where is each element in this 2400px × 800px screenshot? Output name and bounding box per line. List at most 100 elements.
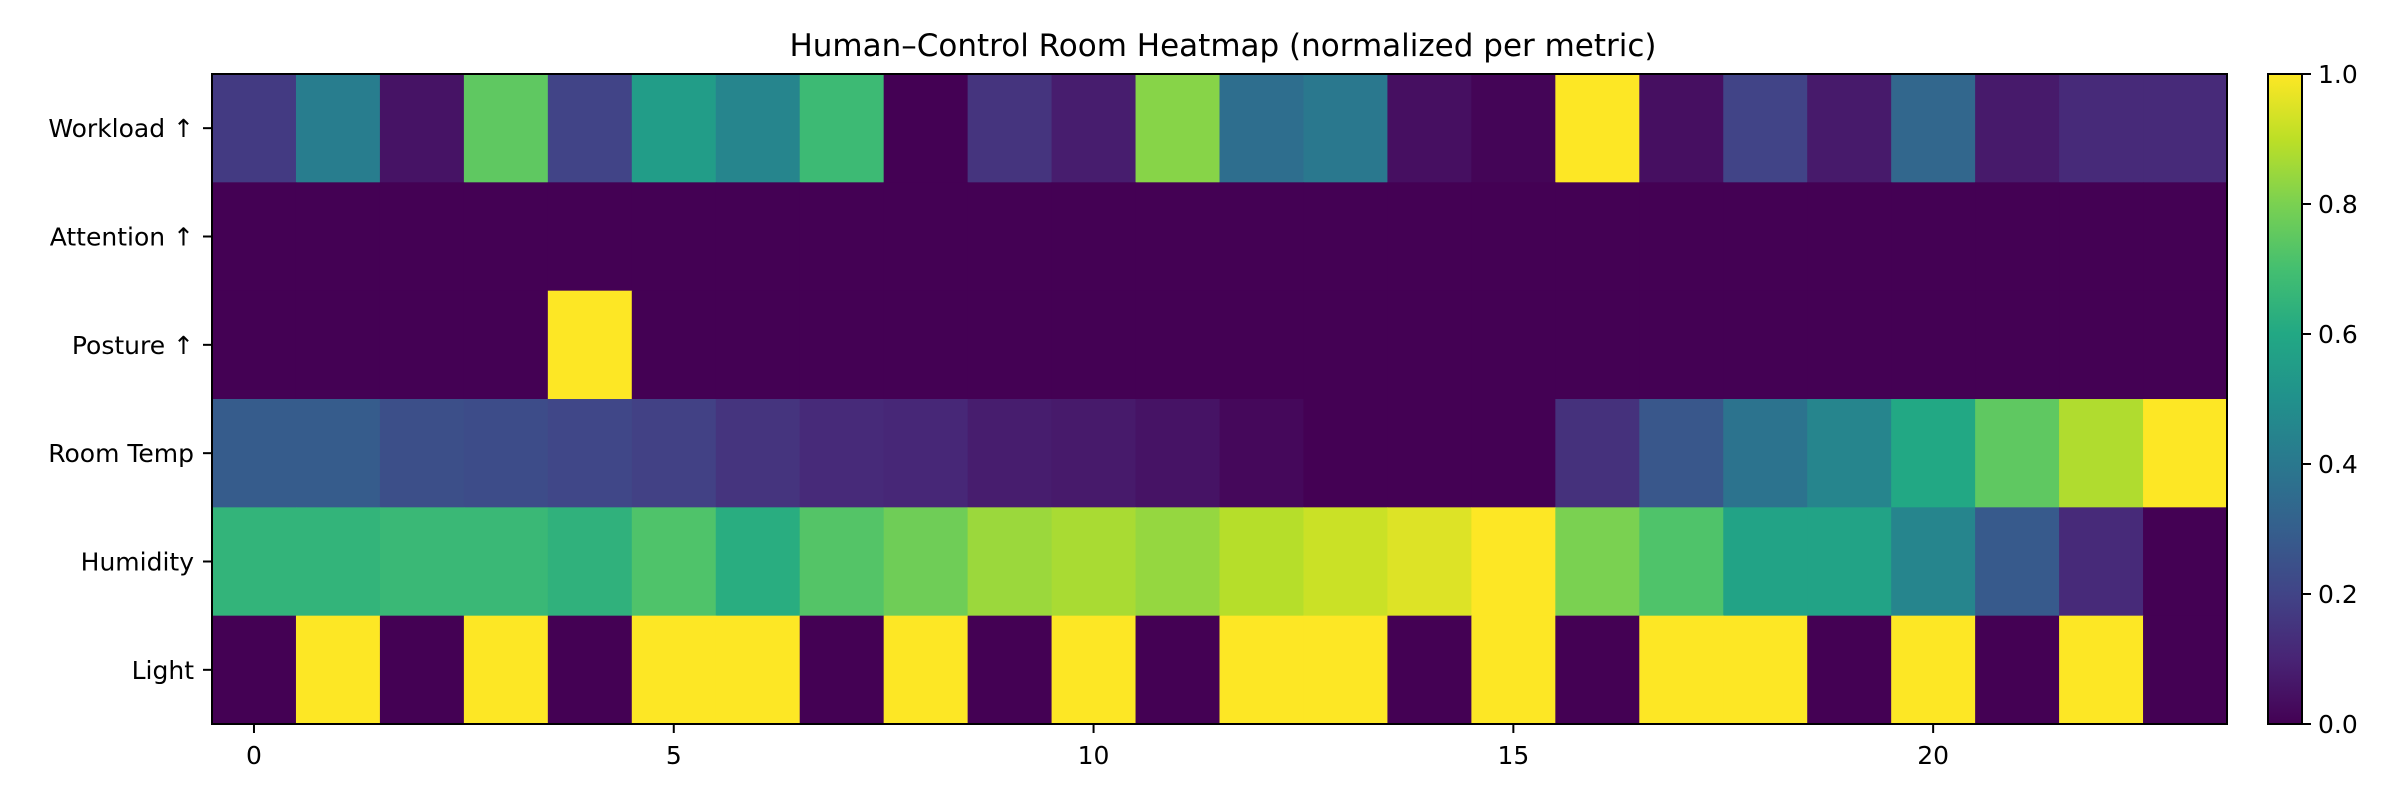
heatmap-cell [799, 290, 885, 400]
heatmap-cell [1975, 290, 2060, 400]
heatmap-cell [1723, 290, 1808, 400]
colorbar-tick-label: 0.4 [2318, 450, 2358, 479]
heatmap-cell [631, 507, 717, 617]
heatmap-cell [1471, 182, 1556, 292]
colorbar-tick-label: 1.0 [2318, 60, 2358, 89]
heatmap-cell [1807, 615, 1892, 725]
heatmap-cell [1471, 507, 1556, 617]
heatmap-cell [1723, 615, 1808, 725]
heatmap-cell [547, 507, 633, 617]
heatmap-cell [1807, 74, 1892, 183]
heatmap-cell [1891, 615, 1976, 725]
heatmap-cell [547, 615, 633, 725]
heatmap-cell [1807, 507, 1892, 617]
y-tick-label: Room Temp [48, 439, 194, 468]
heatmap-cell [799, 74, 885, 183]
heatmap-cell [1219, 74, 1305, 183]
heatmap-cell [1135, 399, 1221, 508]
heatmap-cell [799, 399, 885, 508]
heatmap-cell [1387, 615, 1472, 725]
heatmap-cell [715, 182, 801, 292]
heatmap-cell [2143, 507, 2228, 617]
heatmap-cell [212, 182, 297, 292]
heatmap-cell [379, 74, 465, 183]
heatmap-cell [1051, 182, 1137, 292]
heatmap-cell [295, 182, 381, 292]
y-tick-label: Humidity [81, 548, 195, 577]
heatmap-cell [295, 615, 381, 725]
heatmap-cell [1807, 399, 1892, 508]
heatmap-cell [1975, 507, 2060, 617]
heatmap-cell [212, 399, 297, 508]
heatmap-cell [1723, 182, 1808, 292]
heatmap-cell [1807, 182, 1892, 292]
plot-frame [211, 73, 2228, 725]
heatmap-cell [967, 399, 1053, 508]
x-tick-label: 20 [1917, 741, 1949, 770]
heatmap-cell [715, 507, 801, 617]
heatmap-cell [883, 399, 969, 508]
heatmap-cell [883, 615, 969, 725]
x-axis: 0 5 10 15 20 [246, 724, 1949, 770]
heatmap-cell [295, 74, 381, 183]
heatmap-cell [1387, 290, 1472, 400]
heatmap-cell [799, 615, 885, 725]
colorbar-tick-label: 0.6 [2318, 320, 2358, 349]
heatmap-cell [1135, 507, 1221, 617]
heatmap-cell [1387, 507, 1472, 617]
colorbar-tick-label: 0.8 [2318, 190, 2358, 219]
heatmap-cell [967, 507, 1053, 617]
heatmap-cell [1555, 74, 1640, 183]
heatmap-cell [1219, 615, 1305, 725]
heatmap-cell [631, 290, 717, 400]
heatmap-cell [1051, 290, 1137, 400]
heatmap-cell [1387, 74, 1472, 183]
heatmap-cell [967, 74, 1053, 183]
heatmap-cell [295, 290, 381, 400]
heatmap-cell [2059, 182, 2144, 292]
heatmap-cell [2059, 399, 2144, 508]
colorbar-tick-label: 0.2 [2318, 580, 2358, 609]
heatmap-cell [631, 615, 717, 725]
heatmap-cell [1219, 182, 1305, 292]
x-tick-label: 15 [1497, 741, 1529, 770]
heatmap-cell [1303, 399, 1389, 508]
heatmap-cell [1051, 507, 1137, 617]
heatmap-cell [1471, 399, 1556, 508]
heatmap-cell [2059, 507, 2144, 617]
heatmap-cell [1723, 507, 1808, 617]
heatmap-cell [1555, 290, 1640, 400]
heatmap-cell [1471, 74, 1556, 183]
heatmap-cell [715, 615, 801, 725]
heatmap-cell [631, 399, 717, 508]
heatmap-cell [1051, 615, 1137, 725]
heatmap-cell [1807, 290, 1892, 400]
y-tick-label: Posture ↑ [72, 331, 194, 360]
heatmap-cell [379, 615, 465, 725]
heatmap-cell [967, 615, 1053, 725]
heatmap-cell [1555, 615, 1640, 725]
heatmap-cell [463, 615, 549, 725]
y-tick-label: Attention ↑ [50, 223, 194, 252]
heatmap-cell [1219, 399, 1305, 508]
heatmap-cell [1555, 507, 1640, 617]
heatmap-cell [547, 74, 633, 183]
colorbar-frame [2267, 73, 2303, 725]
heatmap-cell [1639, 507, 1724, 617]
heatmap-cell [2143, 615, 2228, 725]
heatmap-cell [547, 290, 633, 400]
heatmap-cell [2059, 290, 2144, 400]
heatmap-cell [715, 290, 801, 400]
heatmap-cell [463, 74, 549, 183]
heatmap-cell [1723, 399, 1808, 508]
heatmap-cell [463, 182, 549, 292]
heatmap-cell [967, 290, 1053, 400]
y-tick-label: Light [132, 656, 195, 685]
heatmap-cell [1555, 182, 1640, 292]
heatmap-cell [1135, 74, 1221, 183]
heatmap-cell [799, 507, 885, 617]
heatmap-cell [1135, 182, 1221, 292]
heatmap-cell [1639, 74, 1724, 183]
heatmap-cell [1639, 182, 1724, 292]
